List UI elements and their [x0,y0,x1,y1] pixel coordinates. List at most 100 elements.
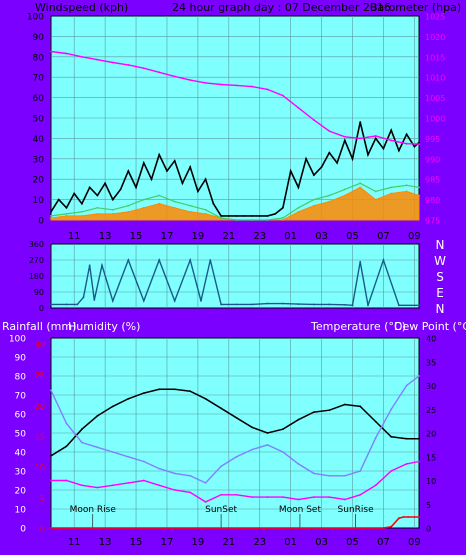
barometer-point [96,58,99,61]
rain-tick-label: 0 [40,525,45,534]
wind-gust-point [266,215,269,217]
y-tick-label: 70 [33,74,45,84]
wind-gust-point [243,215,246,217]
wind-average-point [173,200,176,203]
rainfall-point [390,525,393,528]
wind-barometer-panel: 0102030405060708090100975980985990995100… [27,13,446,243]
humidity-point [142,392,145,394]
dir-label: N [436,238,445,252]
temperature-point [220,465,222,468]
barometer-point [297,106,300,109]
humidity-point [359,405,362,408]
wind-average-point [235,219,238,221]
humidity-point [251,426,253,429]
humidity-tick-label: 90 [15,354,27,364]
wind-speed-point [127,210,130,213]
wind-gust-point [220,215,222,217]
wind-gust-point [127,170,130,172]
temperature-point [312,472,315,475]
x-tick-label: 01 [284,537,297,548]
x-tick-label: 21 [222,231,235,242]
y2-tick-label: 1000 [425,115,445,124]
temp-tick-label: 0 [426,525,431,534]
barometer-point [204,82,207,84]
wind-gust-point [111,198,114,201]
wind-direction-point [200,299,202,302]
wind-gust-point [397,149,400,152]
wind-gust-point [274,212,277,215]
barometer-point [343,135,346,138]
temperature-point [96,446,99,449]
wind-gust-point [135,186,137,189]
wind-gust-point [374,137,377,140]
barometer-point [374,135,377,137]
y-tick-label: 80 [33,53,45,63]
temp-tick-label: 15 [426,453,436,462]
wind-speed-point [374,198,377,201]
dewpoint-point [158,484,161,487]
wind-direction-point [127,259,130,261]
dir-tick-label: 270 [29,256,44,265]
dewpoint-point [65,479,68,482]
wind-direction-point [142,299,145,302]
dir-label: S [436,270,444,284]
rainfall-point [407,516,410,518]
barometer-point [367,136,369,139]
temperature-point [127,455,130,458]
wind-speed-point [204,212,207,215]
wind-gust-point [173,159,176,162]
wind-average-point [312,198,315,201]
wind-gust-point [65,206,68,209]
humidity-point [65,445,68,448]
wind-speed-point [111,212,114,215]
wind-average-point [343,188,346,191]
humidity-tick-label: 70 [15,392,27,402]
temp-tick-label: 35 [426,358,436,367]
wind-gust-point [405,133,408,136]
x-tick-label: 17 [161,231,174,242]
temp-tick-label: 10 [426,477,436,486]
wind-speed-point [96,212,99,215]
barometer-point [111,61,114,64]
wind-gust-point [413,145,416,148]
dewpoint-point [127,481,130,484]
y-tick-label: 60 [33,94,45,104]
wind-speed-point [359,186,362,189]
rain-tick-label: 25 [35,371,45,380]
x-tick-label: 03 [315,537,328,548]
rain-tick-label: 10 [35,463,45,472]
rain-tick-label: 5 [40,494,45,503]
dewpoint-point [96,486,99,489]
wind-direction-line [51,257,419,307]
wind-direction-point [312,303,315,306]
dir-tick-label: 360 [29,240,44,249]
wind-gust-point [119,188,122,191]
humidity-point [158,388,161,391]
windspeed-title: Windspeed (kph) [35,1,128,14]
x-tick-label: 07 [377,231,390,242]
barometer-point [390,139,393,142]
rainfall-point [402,516,405,518]
wind-gust-point [166,170,168,172]
dir-tick-label: 90 [34,288,44,297]
humidity-point [390,435,393,438]
x-tick-label: 09 [408,537,421,548]
wind-gust-point [212,202,215,205]
humidity-point [328,409,331,412]
wind-direction-point [266,302,269,305]
temperature-point [266,443,269,446]
barometer-point [328,130,331,132]
wind-gust-point [189,166,192,168]
dewpoint-point [390,470,393,472]
x-tick-label: 21 [222,537,235,548]
wind-direction-point [382,259,385,261]
x-tick-label: 19 [192,537,205,548]
graph-title: 24 hour graph day : 07 December 2016 [172,1,391,14]
dewpoint-point [111,484,114,487]
humidity-point [50,454,52,457]
wind-average-point [204,208,207,211]
rainfall-line [51,516,419,529]
wind-direction-point [173,299,176,302]
y-tick-label: 10 [33,196,45,206]
wind-direction-point [351,304,354,307]
